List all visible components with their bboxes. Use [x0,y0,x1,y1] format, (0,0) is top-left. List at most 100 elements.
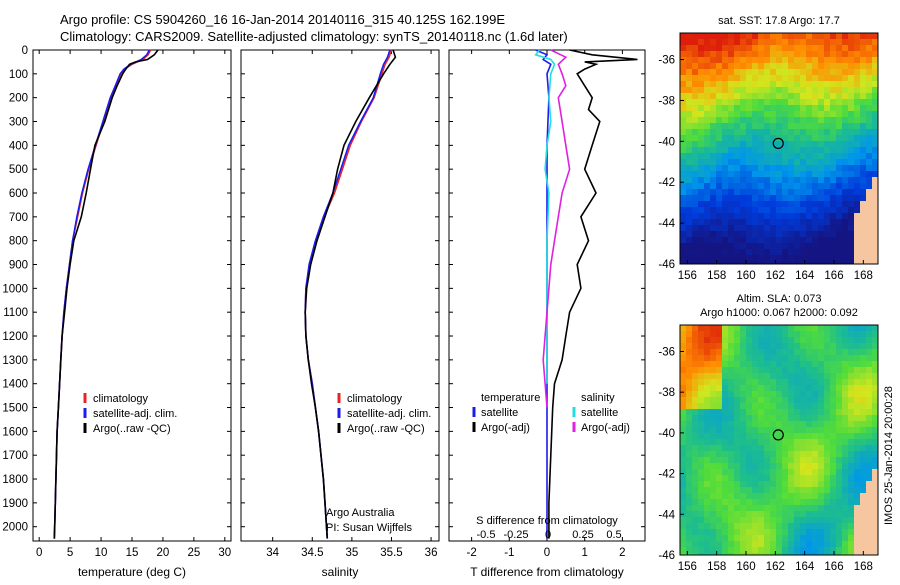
depth-tick-label: 700 [9,212,28,224]
map-cell [686,427,692,433]
map-cell [758,409,764,415]
map-cell [680,361,686,367]
map-cell [776,379,782,385]
map-cell [842,213,848,219]
map-cell [740,225,746,231]
map-cell [770,51,776,57]
map-cell [806,523,812,529]
map-cell [758,105,764,111]
map-cell [698,373,704,379]
map-cell [758,541,764,547]
map-cell [722,87,728,93]
map-cell [818,373,824,379]
map-cell [848,183,854,189]
map-cell [692,451,698,457]
map-cell [764,367,770,373]
map-cell [782,183,788,189]
map-cell [818,469,824,475]
map-cell [872,39,878,45]
map-cell [872,427,878,433]
x-tick-label: 0 [544,547,550,559]
map-cell [866,553,872,555]
map-cell [686,343,692,349]
map-cell [722,451,728,457]
map-cell [776,553,782,555]
sst-map: 156 158 160 162 164 166 168-36-38-40-42-44-46s… [658,15,879,282]
map-cell [806,123,812,129]
map-cell [836,213,842,219]
map-cell [704,457,710,463]
map-cell [872,171,878,177]
map-cell [776,249,782,255]
series-line [304,49,393,539]
map-cell [788,367,794,373]
map-cell [854,487,860,493]
map-cell [848,75,854,81]
sla-map: 156 158 160 162 164 166 168-36-38-40-42-44-46A… [658,293,879,573]
map-cell [812,349,818,355]
map-cell [806,451,812,457]
map-cell [824,219,830,225]
map-cell [806,331,812,337]
map-cell [734,373,740,379]
map-cell [842,165,848,171]
map-cell [788,177,794,183]
map-cell [728,397,734,403]
map-cell [770,69,776,75]
map-cell [764,505,770,511]
map-cell [794,457,800,463]
x-axis-label: salinity [322,565,359,579]
map-cell [866,189,872,195]
map-cell [770,331,776,337]
map-cell [848,553,854,555]
map-cell [716,505,722,511]
map-cell [680,367,686,373]
map-cell [806,153,812,159]
map-cell [794,487,800,493]
map-cell [824,379,830,385]
map-cell [818,165,824,171]
map-cell [752,75,758,81]
map-cell [692,153,698,159]
map-cell [770,123,776,129]
map-cell [692,349,698,355]
map-cell [800,81,806,87]
series-line [304,49,397,539]
map-cell [746,243,752,249]
map-cell [794,415,800,421]
map-cell [764,409,770,415]
map-cell [752,433,758,439]
map-cell [818,33,824,39]
map-cell [866,373,872,379]
map-cell [800,63,806,69]
map-cell [740,541,746,547]
map-cell [722,499,728,505]
map-cell [866,355,872,361]
map-cell [818,379,824,385]
map-cell [722,201,728,207]
map-cell [734,343,740,349]
map-cell [710,367,716,373]
map-cell [818,385,824,391]
map-cell [842,529,848,535]
map-cell [848,117,854,123]
map-cell [722,391,728,397]
map-cell [728,81,734,87]
map-cell [794,33,800,39]
map-cell [776,343,782,349]
map-cell [824,135,830,141]
map-cell [680,475,686,481]
map-cell [794,99,800,105]
map-cell [830,159,836,165]
map-y-tick-label: -40 [658,136,675,148]
map-cell [794,397,800,403]
map-cell [812,195,818,201]
map-cell [764,469,770,475]
map-cell [740,499,746,505]
map-cell [818,535,824,541]
x-axis-label: temperature (deg C) [78,565,186,579]
map-cell [704,367,710,373]
map-cell [776,499,782,505]
map-cell [794,427,800,433]
map-cell [728,219,734,225]
